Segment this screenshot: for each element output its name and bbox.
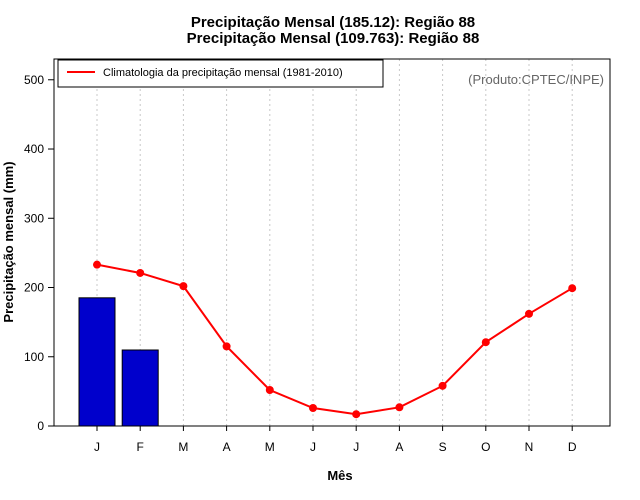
x-tick-label-2: F <box>137 440 144 454</box>
climatology-point-4 <box>222 342 231 351</box>
y-axis: 0 100 200 300 400 500 <box>24 73 54 433</box>
y-tick-label-500: 500 <box>24 73 44 87</box>
bar-month-2 <box>121 349 159 427</box>
climatology-point-1 <box>93 260 101 269</box>
climatology-line <box>96 263 573 416</box>
legend: Climatologia da precipitação mensal (198… <box>57 59 384 88</box>
y-tick-label-400: 400 <box>24 142 44 156</box>
climatology-point-11 <box>525 309 533 318</box>
bar-month-1 <box>78 297 116 427</box>
climatology-point-10 <box>481 338 490 347</box>
y-tick-label-200: 200 <box>24 281 44 295</box>
legend-label: Climatologia da precipitação mensal (198… <box>103 67 343 79</box>
x-tick-label-5: M <box>265 440 275 454</box>
x-tick-label-10: O <box>481 440 490 454</box>
climatology-point-8 <box>395 403 404 412</box>
climatology-point-9 <box>438 381 447 390</box>
climatology-series <box>93 260 577 419</box>
legend-box <box>57 59 384 88</box>
plot-frame <box>53 58 611 427</box>
climatology-point-7 <box>352 410 361 419</box>
x-tick-label-8: A <box>395 440 403 454</box>
climatology-point-5 <box>265 385 274 394</box>
x-tick-label-12: D <box>568 440 577 454</box>
x-tick-label-1: J <box>94 440 100 454</box>
x-tick-label-6: J <box>310 440 316 454</box>
x-tick-label-3: M <box>178 440 188 454</box>
chart-title-line-1: Precipitação Mensal (185.12): Região 88 <box>191 14 475 31</box>
x-tick-label-4: A <box>223 440 231 454</box>
x-tick-label-11: N <box>525 440 534 454</box>
climatology-point-6 <box>309 403 317 412</box>
y-axis-label: Precipitação mensal (mm) <box>1 161 16 322</box>
chart-title-line-2: Precipitação Mensal (109.763): Região 88 <box>187 30 480 47</box>
x-tick-label-7: J <box>353 440 359 454</box>
y-tick-label-0: 0 <box>37 419 44 433</box>
x-tick-label-9: S <box>439 440 447 454</box>
y-tick-label-100: 100 <box>24 350 44 364</box>
climatology-point-12 <box>568 284 577 293</box>
y-tick-label-300: 300 <box>24 211 44 225</box>
credit-text: (Produto:CPTEC/INPE) <box>468 72 604 87</box>
grid-lines <box>96 59 573 426</box>
x-axis-label: Mês <box>327 468 352 483</box>
bar-series <box>78 297 159 427</box>
climatology-point-3 <box>179 282 188 291</box>
climatology-point-2 <box>136 268 145 277</box>
